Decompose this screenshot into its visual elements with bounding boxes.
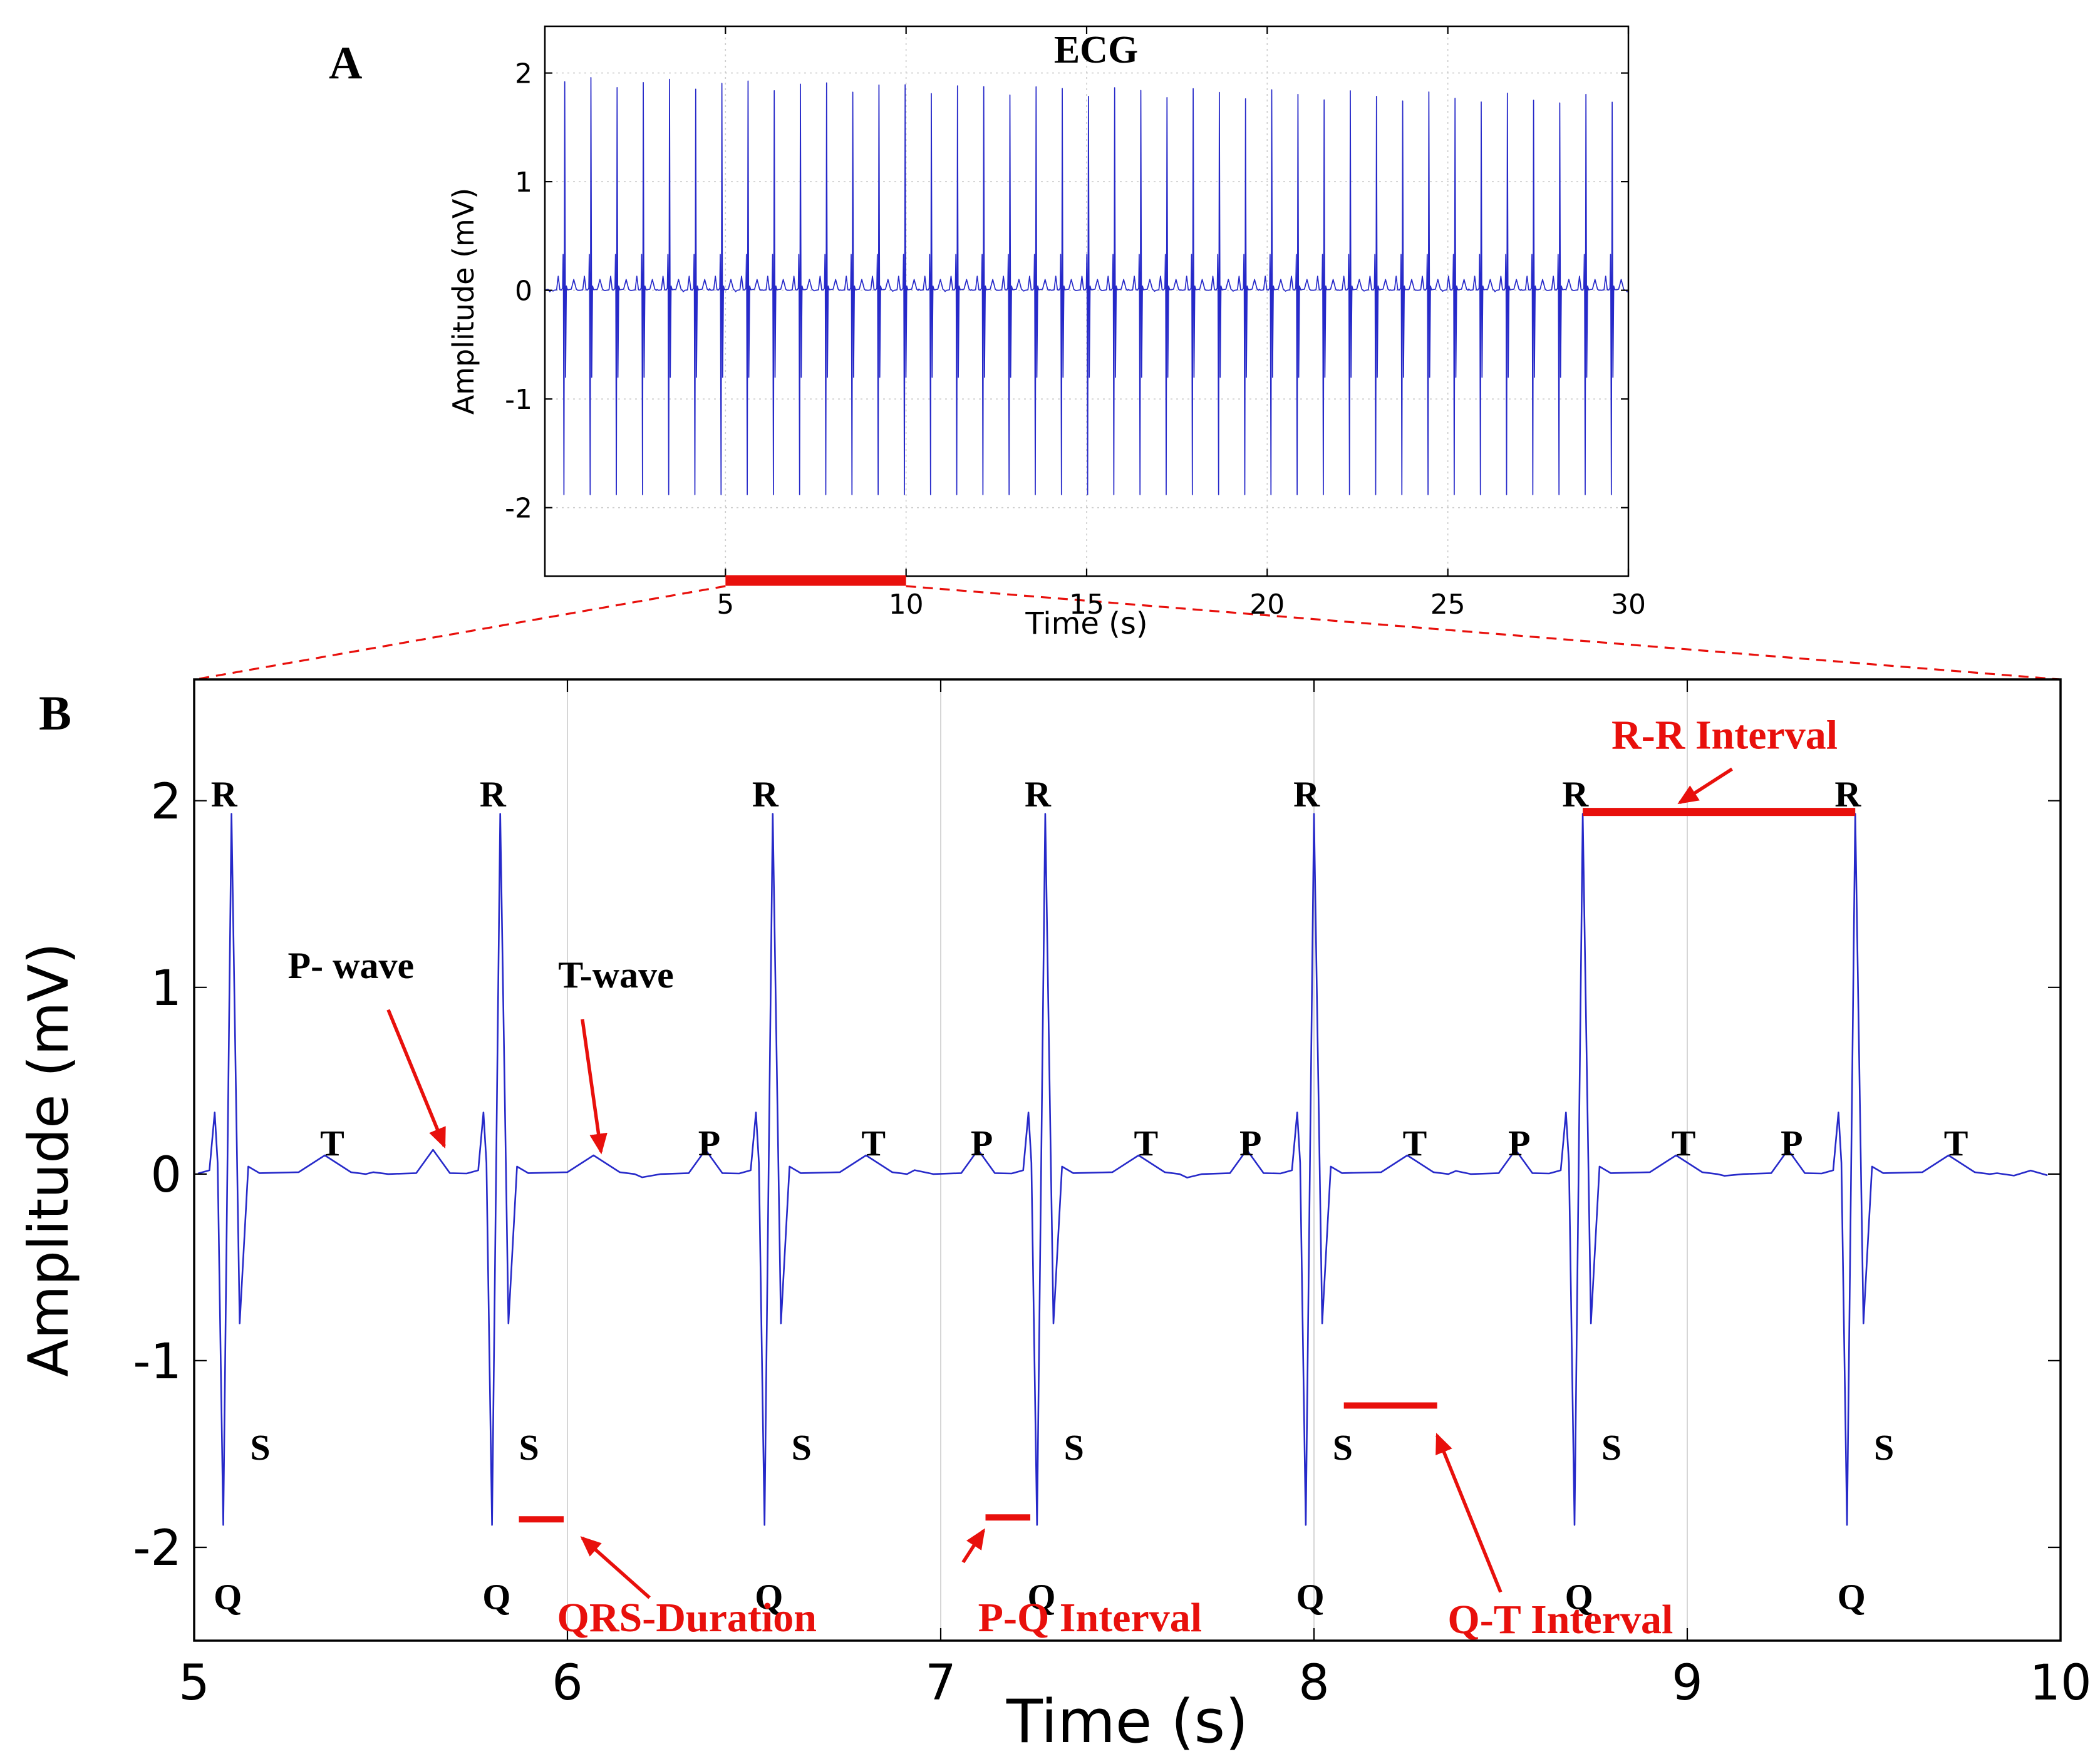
r-peak-label: R: [211, 774, 238, 815]
panel-b-yaxis-label: Amplitude (mV): [16, 942, 81, 1377]
qt_interval-arrow: [1435, 1433, 1503, 1593]
p-wave-label: P: [971, 1123, 993, 1163]
r-peak-label: R: [480, 774, 507, 815]
r-peak-label: R: [1834, 774, 1861, 815]
s-point-label: S: [1064, 1427, 1084, 1468]
s-point-label: S: [1333, 1427, 1353, 1468]
zoom-connector-right: [906, 585, 2060, 681]
y-tick-label: 2: [150, 774, 182, 830]
y-tick-label: 2: [515, 58, 532, 90]
q-point-label: Q: [482, 1576, 510, 1617]
pq_interval-label: P-Q Interval: [978, 1595, 1202, 1641]
y-tick-label: -1: [505, 384, 532, 416]
axes-spine: [193, 678, 2062, 1642]
q-point-label: Q: [1296, 1576, 1324, 1617]
y-tick-label: -2: [133, 1520, 182, 1577]
rr_interval-arrow: [1677, 767, 1734, 805]
y-tick-label: -1: [133, 1334, 182, 1390]
x-tick-label: 7: [925, 1655, 956, 1711]
zoom-connector-lines: [195, 585, 2060, 681]
q-point-label: Q: [1838, 1576, 1866, 1617]
panel-a-xaxis-label: Time (s): [1025, 606, 1147, 641]
x-tick-label: 10: [889, 589, 924, 621]
rr_interval-label: R-R Interval: [1611, 712, 1838, 758]
x-tick-label: 30: [1611, 589, 1646, 621]
t-wave-label: T: [1944, 1123, 1968, 1163]
t-wave-label: T: [1672, 1123, 1696, 1163]
s-point-label: S: [792, 1427, 812, 1468]
panel-a-letter: A: [329, 38, 362, 89]
x-tick-label: 10: [2029, 1655, 2091, 1711]
qt_interval-label: Q-T Interval: [1447, 1597, 1673, 1643]
s-point-label: S: [1601, 1427, 1622, 1468]
panel-b-letter: B: [39, 686, 71, 740]
r-peak-label: R: [1025, 774, 1052, 815]
r-peak-label: R: [1293, 774, 1320, 815]
p-wave-label: P: [1508, 1123, 1530, 1163]
x-tick-label: 25: [1430, 589, 1466, 621]
t_wave-label: T-wave: [558, 954, 673, 996]
x-tick-label: 15: [1069, 589, 1104, 621]
panel-a-title: ECG: [1054, 29, 1138, 71]
t-wave-label: T: [861, 1123, 886, 1163]
p_wave-arrow: [386, 1009, 446, 1149]
y-tick-label: 0: [150, 1147, 182, 1204]
pq_interval-arrow: [961, 1528, 985, 1564]
x-tick-label: 9: [1672, 1655, 1703, 1711]
q-point-label: Q: [1565, 1576, 1593, 1617]
s-point-label: S: [250, 1427, 270, 1468]
p-wave-label: P: [698, 1123, 720, 1163]
r-peak-label: R: [752, 774, 779, 815]
r-peak-label: R: [1562, 774, 1589, 815]
p-wave-label: P: [1781, 1123, 1803, 1163]
s-point-label: S: [1874, 1427, 1894, 1468]
t-wave-label: T: [320, 1123, 344, 1163]
t_wave-arrow: [581, 1019, 608, 1155]
x-tick-label: 5: [178, 1655, 210, 1711]
y-tick-label: 1: [515, 167, 532, 199]
x-tick-label: 20: [1249, 589, 1285, 621]
x-tick-label: 5: [716, 589, 734, 621]
y-tick-label: -2: [505, 493, 532, 525]
zoom-connector-left: [195, 585, 726, 681]
y-tick-label: 0: [515, 275, 532, 307]
p-wave-label: P: [1239, 1123, 1261, 1163]
x-tick-label: 8: [1298, 1655, 1330, 1711]
y-tick-label: 1: [150, 961, 182, 1017]
panel-a-yaxis-label: Amplitude (mV): [447, 188, 480, 415]
t-wave-label: T: [1403, 1123, 1427, 1163]
ecg-trace-zoom: [197, 813, 2048, 1526]
qrs_duration-label: QRS-Duration: [557, 1595, 817, 1641]
panel-a-plot: 5 10 15 20 25 30 -2 -1 0 1 2: [505, 25, 1646, 621]
q-point-label: Q: [1027, 1576, 1055, 1617]
q-point-label: Q: [755, 1576, 783, 1617]
p_wave-label: P- wave: [288, 945, 415, 986]
ecg-trace-overview: [544, 77, 1628, 495]
panel-b-xaxis-label: Time (s): [1006, 1688, 1248, 1756]
x-tick-label: 6: [552, 1655, 583, 1711]
s-point-label: S: [519, 1427, 539, 1468]
qrs_duration-arrow: [580, 1536, 651, 1599]
t-wave-label: T: [1134, 1123, 1158, 1163]
q-point-label: Q: [214, 1576, 242, 1617]
